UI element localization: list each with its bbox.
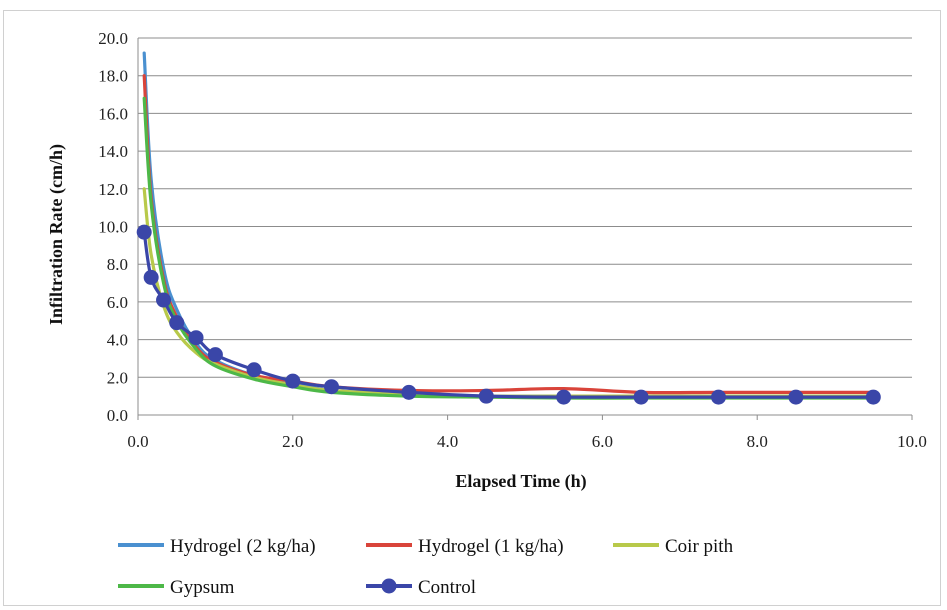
data-point-control — [556, 389, 572, 405]
y-tick-label: 20.0 — [98, 29, 128, 48]
chart-frame — [3, 10, 941, 606]
series-line-hydrogel-2-kg-ha — [142, 51, 875, 399]
data-point-control — [478, 388, 494, 404]
legend-item-hydrogel-2-kg-ha: Hydrogel (2 kg/ha) — [118, 536, 316, 557]
y-tick-label: 14.0 — [98, 142, 128, 161]
data-point-control — [324, 379, 339, 395]
x-tick-label: 6.0 — [592, 432, 613, 451]
series-markers — [136, 224, 881, 405]
data-point-control — [401, 384, 417, 400]
y-tick-label: 8.0 — [107, 255, 128, 274]
series-lines — [142, 51, 875, 400]
legend-item-coir-pith: Coir pith — [613, 536, 734, 557]
y-tick-label: 12.0 — [98, 180, 128, 199]
data-point-control — [169, 315, 185, 331]
legend-label: Hydrogel (1 kg/ha) — [418, 536, 564, 557]
data-point-control — [285, 373, 301, 389]
data-point-control — [865, 389, 881, 405]
x-tick-label: 4.0 — [437, 432, 458, 451]
y-tick-label: 4.0 — [107, 331, 128, 350]
y-tick-labels: 0.0 2.0 4.0 6.0 8.0 10.0 12.0 14.0 16.0 18.0 20.0 — [98, 29, 128, 425]
x-tick-label: 2.0 — [282, 432, 303, 451]
legend-label: Control — [418, 577, 476, 598]
x-tick-label: 10.0 — [897, 432, 927, 451]
series-line-hydrogel-1-kg-ha — [142, 74, 875, 395]
legend-label: Gypsum — [170, 577, 235, 598]
data-point-control — [188, 330, 204, 346]
y-tick-label: 0.0 — [107, 406, 128, 425]
series-line-gypsum — [142, 96, 875, 400]
y-tick-label: 18.0 — [98, 67, 128, 86]
legend-item-control: Control — [366, 577, 476, 598]
gridlines — [138, 37, 912, 416]
legend-marker — [381, 578, 397, 594]
legend-label: Coir pith — [665, 536, 734, 557]
data-point-control — [246, 362, 262, 378]
x-tick-label: 8.0 — [747, 432, 768, 451]
legend-item-hydrogel-1-kg-ha: Hydrogel (1 kg/ha) — [366, 536, 564, 557]
y-tick-label: 16.0 — [98, 104, 128, 123]
axes — [137, 38, 913, 420]
data-point-control — [143, 269, 159, 285]
y-tick-label: 10.0 — [98, 218, 128, 237]
data-point-control — [788, 389, 804, 405]
y-axis-title: Infiltration Rate (cm/h) — [46, 144, 67, 325]
legend-item-gypsum: Gypsum — [118, 577, 235, 598]
y-tick-label: 2.0 — [107, 368, 128, 387]
data-point-control — [156, 292, 172, 308]
data-point-control — [711, 389, 726, 405]
legend-label: Hydrogel (2 kg/ha) — [170, 536, 316, 557]
y-tick-label: 6.0 — [107, 293, 128, 312]
data-point-control — [633, 389, 649, 405]
x-axis-title: Elapsed Time (h) — [455, 471, 586, 492]
data-point-control — [207, 347, 223, 363]
x-tick-label: 0.0 — [127, 432, 148, 451]
x-tick-labels: 0.0 2.0 4.0 6.0 8.0 10.0 — [127, 432, 927, 451]
data-point-control — [136, 224, 152, 240]
legend: Hydrogel (2 kg/ha) Hydrogel (1 kg/ha) Coir… — [118, 536, 734, 598]
